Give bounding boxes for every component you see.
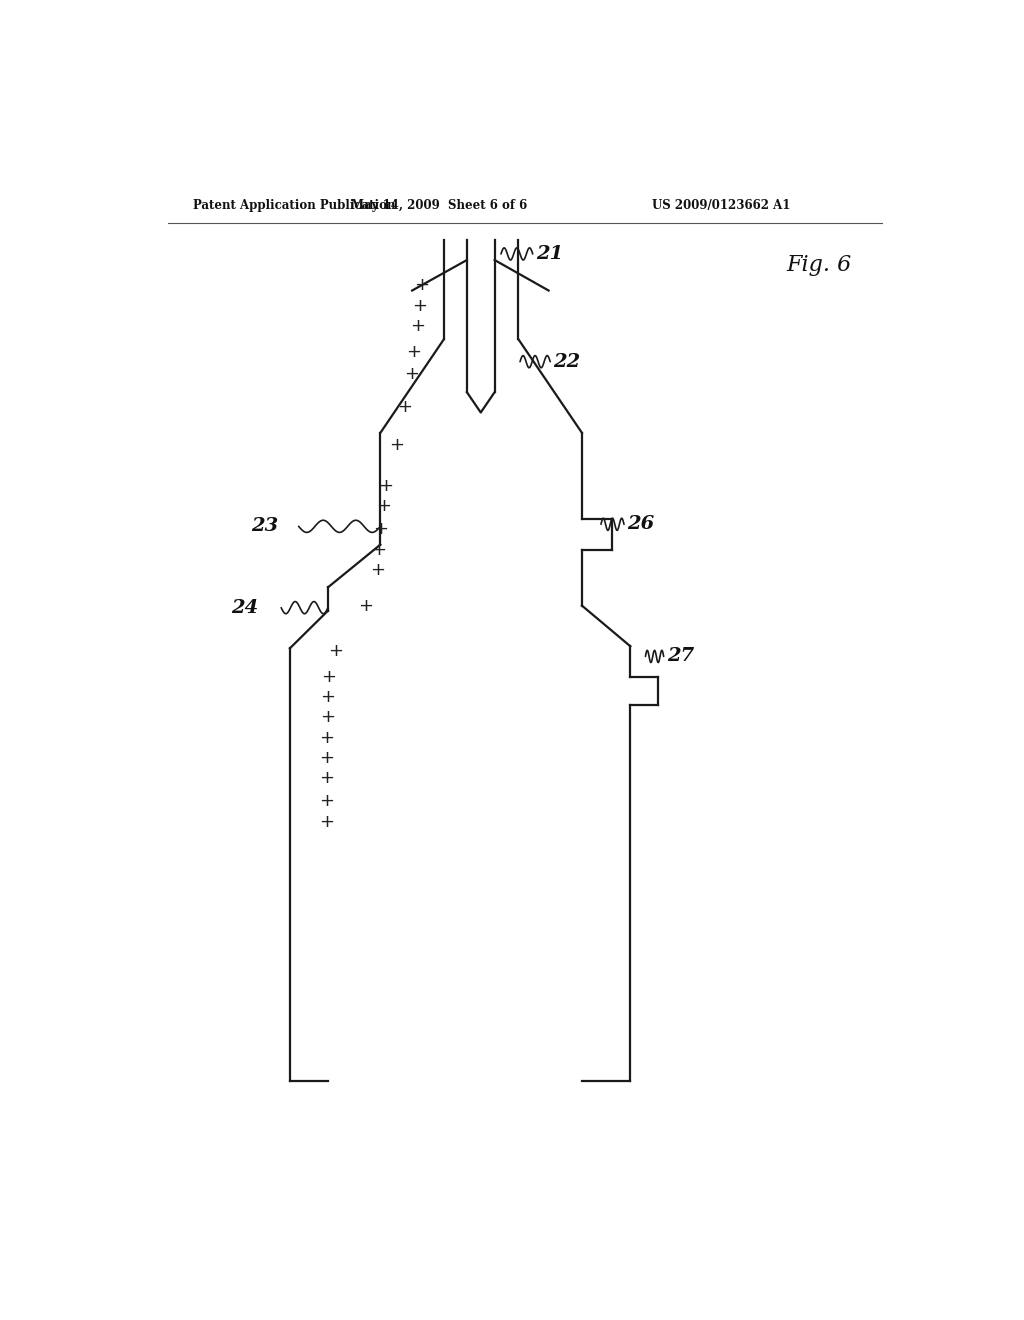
Text: +: +	[318, 748, 334, 767]
Text: 21: 21	[536, 246, 563, 263]
Text: 24: 24	[231, 599, 258, 616]
Text: +: +	[389, 436, 403, 454]
Text: +: +	[322, 668, 336, 686]
Text: +: +	[370, 561, 385, 579]
Text: May 14, 2009  Sheet 6 of 6: May 14, 2009 Sheet 6 of 6	[351, 198, 527, 211]
Text: +: +	[321, 688, 336, 706]
Text: +: +	[372, 541, 386, 558]
Text: +: +	[379, 477, 393, 495]
Text: +: +	[414, 276, 429, 294]
Text: +: +	[318, 813, 334, 832]
Text: +: +	[319, 709, 335, 726]
Text: +: +	[376, 498, 391, 515]
Text: 26: 26	[627, 515, 654, 533]
Text: Fig. 6: Fig. 6	[786, 255, 852, 276]
Text: +: +	[318, 729, 334, 747]
Text: +: +	[329, 643, 343, 660]
Text: 22: 22	[553, 352, 581, 371]
Text: +: +	[404, 364, 420, 383]
Text: Patent Application Publication: Patent Application Publication	[194, 198, 395, 211]
Text: +: +	[396, 399, 412, 416]
Text: +: +	[373, 520, 388, 539]
Text: +: +	[358, 597, 374, 615]
Text: US 2009/0123662 A1: US 2009/0123662 A1	[652, 198, 791, 211]
Text: 23: 23	[251, 517, 279, 536]
Text: +: +	[318, 792, 334, 809]
Text: +: +	[318, 770, 334, 788]
Text: +: +	[407, 342, 421, 360]
Text: +: +	[411, 317, 425, 335]
Text: 27: 27	[667, 647, 694, 665]
Text: +: +	[413, 297, 428, 314]
